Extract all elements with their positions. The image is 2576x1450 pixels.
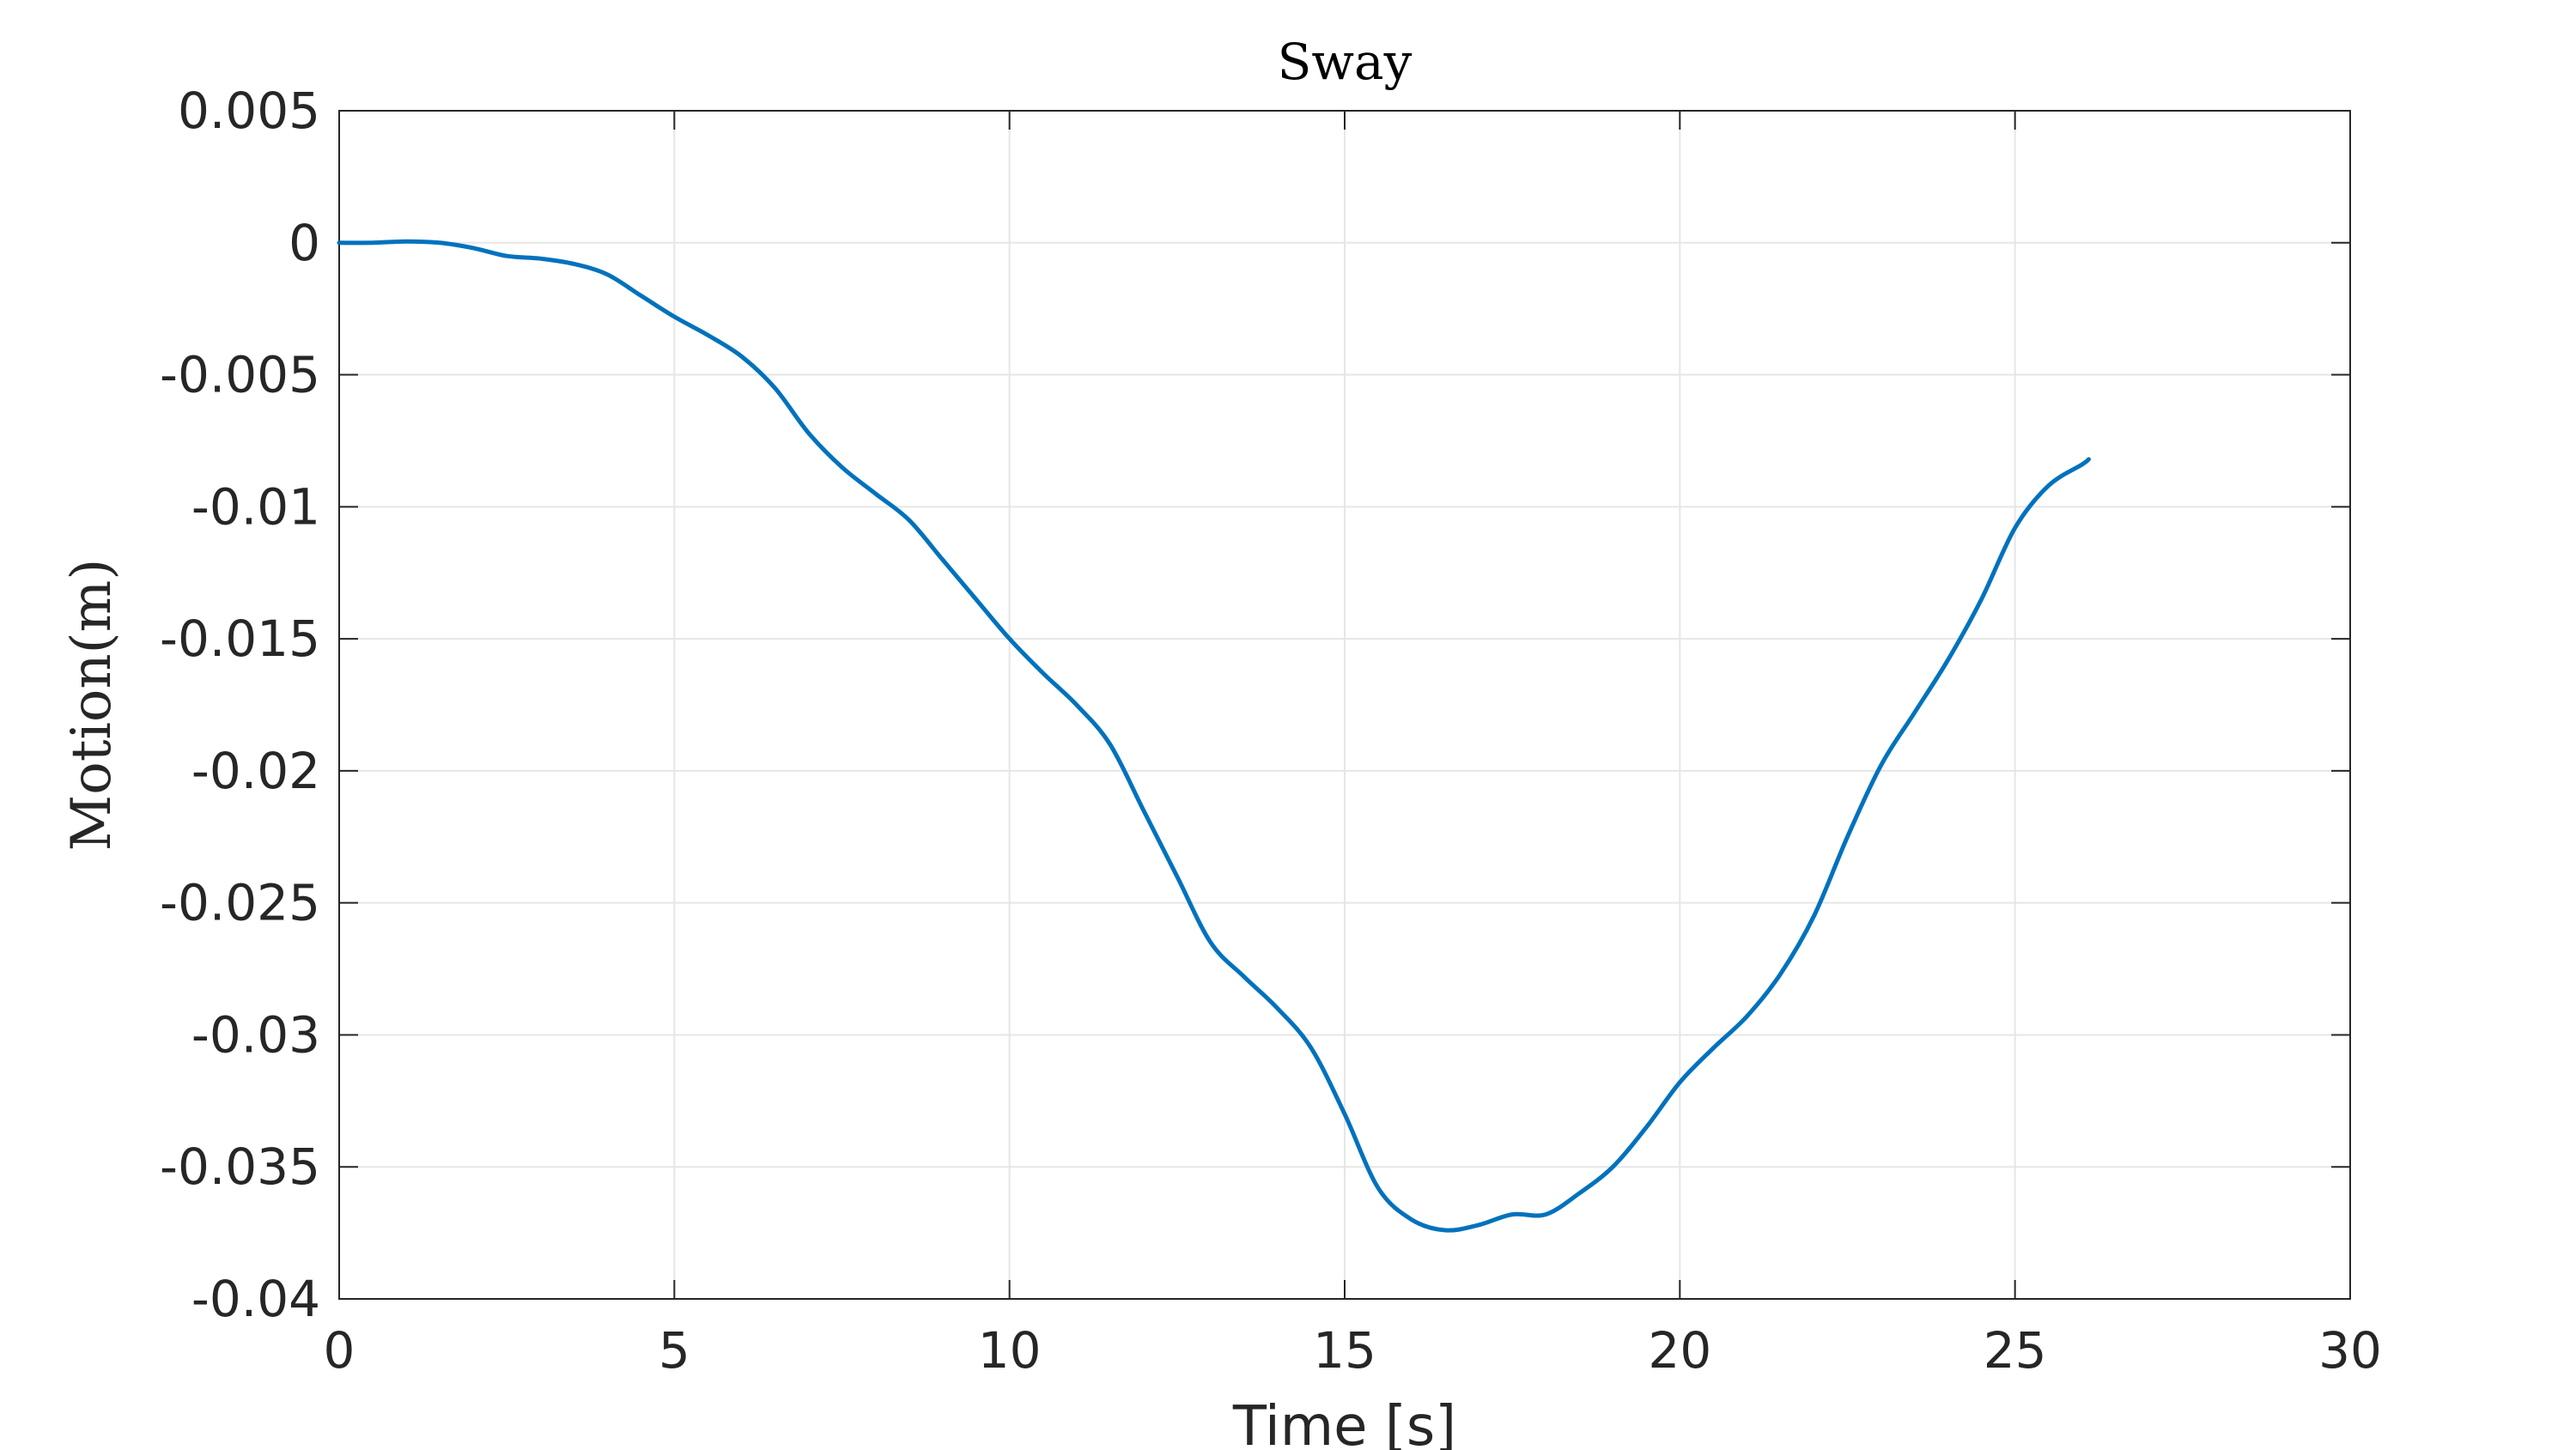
x-tick-label: 20 xyxy=(1648,1321,1711,1380)
x-tick-label: 15 xyxy=(1313,1321,1376,1380)
x-axis-label: Time [s] xyxy=(1232,1395,1456,1450)
series-group xyxy=(337,239,2091,1233)
axes-box xyxy=(338,110,2351,1300)
y-axis-label: Motion(m) xyxy=(60,559,124,852)
x-tick-label: 0 xyxy=(324,1321,355,1380)
chart-title: Sway xyxy=(1278,33,1413,91)
y-tick-label: 0.005 xyxy=(178,82,320,140)
y-tick-label: -0.02 xyxy=(191,742,320,800)
y-tick-label: 0 xyxy=(289,214,320,272)
y-tick-label: -0.015 xyxy=(160,610,320,668)
series-line xyxy=(337,239,2091,1233)
y-tick-label: -0.035 xyxy=(160,1138,320,1196)
x-tick-label: 30 xyxy=(2318,1321,2382,1380)
x-tick-label: 5 xyxy=(659,1321,690,1380)
x-tick-labels: 0 5 10 15 20 25 30 xyxy=(324,1321,2382,1380)
y-tick-label: -0.01 xyxy=(191,477,320,536)
x-tick-label: 10 xyxy=(978,1321,1042,1380)
x-tick-label: 25 xyxy=(1984,1321,2047,1380)
y-tick-label: -0.005 xyxy=(160,346,320,404)
y-tick-labels: 0.005 0 -0.005 -0.01 -0.015 -0.02 -0.025 -0.03 -… xyxy=(160,82,320,1328)
y-tick-label: -0.03 xyxy=(191,1005,320,1064)
y-tick-label: -0.04 xyxy=(191,1270,320,1328)
y-tick-label: -0.025 xyxy=(160,874,320,932)
